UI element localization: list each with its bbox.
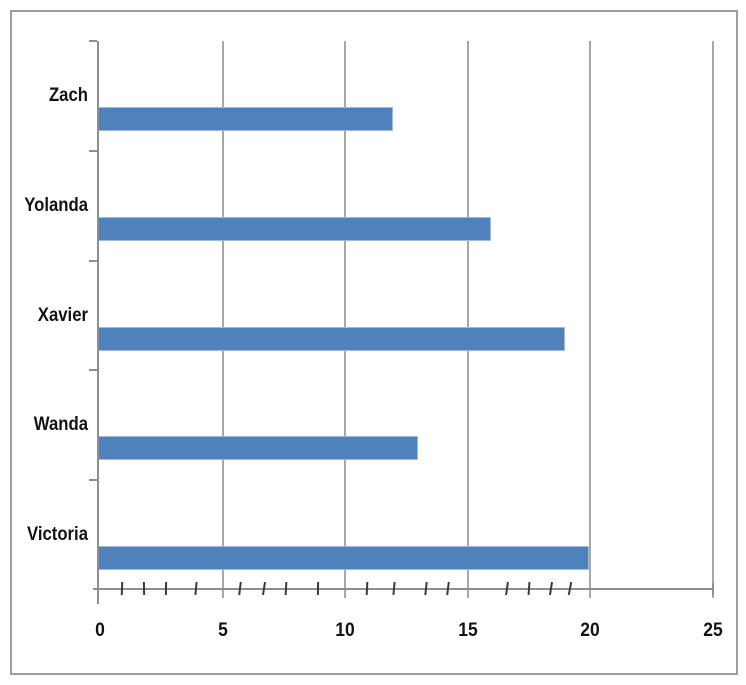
hand-drawn-minor-tick	[237, 581, 242, 596]
category-label: Wanda	[33, 414, 88, 435]
category-boundary-tick	[89, 40, 97, 42]
hand-drawn-minor-tick	[193, 581, 198, 596]
x-axis-tick-label: 5	[218, 620, 228, 641]
x-axis-tick-label: 25	[703, 620, 723, 641]
hand-drawn-minor-tick	[365, 581, 369, 596]
major-gridline	[711, 41, 714, 598]
hand-drawn-minor-tick	[504, 581, 509, 596]
axis-end-tick	[711, 583, 714, 595]
category-label: Zach	[48, 85, 88, 106]
category-label: Yolanda	[24, 195, 88, 216]
bar	[99, 327, 565, 351]
category-boundary-tick	[89, 479, 97, 482]
x-axis-tick-label: 0	[95, 620, 105, 641]
bar	[99, 107, 393, 131]
category-boundary-tick	[89, 369, 97, 372]
hand-drawn-minor-tick	[424, 581, 428, 596]
hand-drawn-minor-tick	[142, 581, 146, 596]
x-axis-tick-label: 20	[580, 620, 600, 641]
category-boundary-tick	[89, 259, 97, 262]
category-boundary-tick	[89, 149, 97, 152]
category-label: Victoria	[26, 524, 89, 545]
major-gridline	[589, 41, 591, 598]
hand-drawn-minor-tick	[165, 581, 168, 596]
major-gridline	[344, 41, 346, 598]
bar	[99, 546, 589, 570]
hand-drawn-minor-tick	[527, 581, 531, 596]
major-gridline	[221, 41, 224, 598]
x-axis-tick-label: 15	[458, 620, 478, 641]
bar	[99, 217, 491, 241]
major-gridline	[466, 41, 469, 598]
x-axis-tick-label: 10	[335, 620, 355, 641]
category-label: Xavier	[37, 305, 88, 326]
hand-drawn-minor-tick	[316, 581, 320, 596]
bar	[99, 436, 418, 460]
hand-drawn-minor-tick	[120, 581, 124, 596]
x-axis-line	[93, 588, 714, 590]
y-axis-line	[97, 41, 99, 604]
